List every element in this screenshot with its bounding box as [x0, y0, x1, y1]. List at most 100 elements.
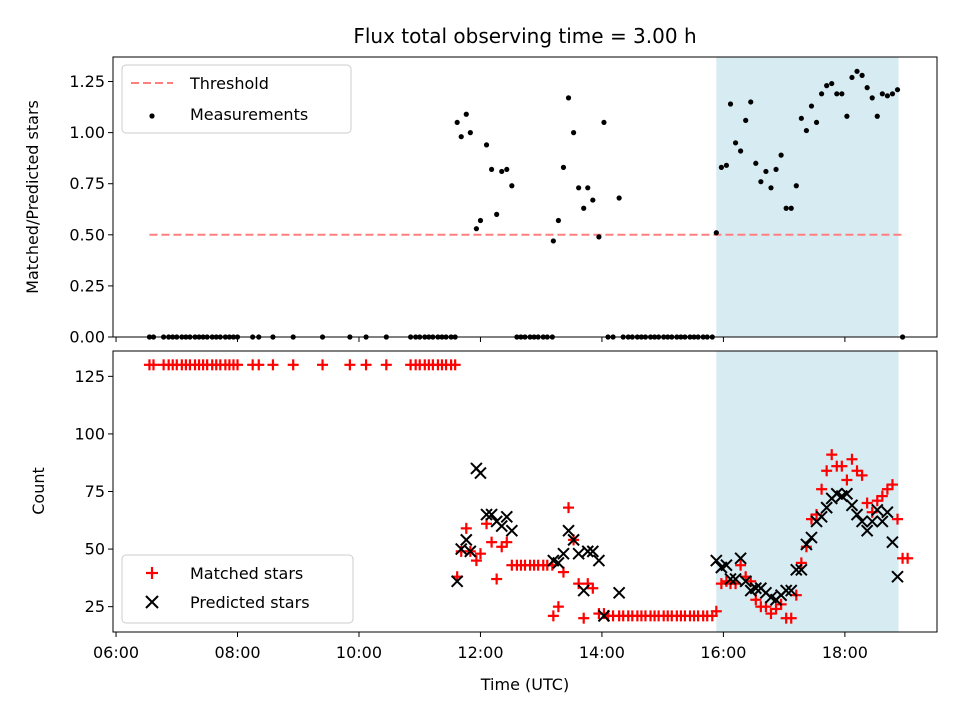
measurement-point	[839, 91, 845, 97]
predicted-star-point	[720, 558, 733, 572]
measurement-point	[467, 130, 473, 136]
matched-star-point	[547, 610, 559, 622]
legend-measurements-swatch	[149, 113, 155, 119]
x-tick-label: 14:00	[579, 643, 625, 662]
predicted-star-point	[790, 563, 803, 577]
matched-star-point	[491, 573, 503, 585]
predicted-star-point	[815, 510, 828, 524]
predicted-star-point	[855, 515, 869, 528]
matched-star-point	[449, 359, 461, 371]
predicted-star-point	[876, 515, 889, 528]
x-tick-label: 10:00	[336, 643, 382, 662]
counts-x-ticks: 06:00 08:00 10:00 12:00 14:00 16:00 18:00	[93, 632, 868, 662]
x-tick-label: 06:00	[93, 643, 139, 662]
measurement-point	[884, 93, 890, 99]
measurement-point	[463, 111, 469, 117]
measurement-point	[560, 164, 567, 170]
legend-measurements-label: Measurements	[190, 105, 308, 124]
matched-star-point	[578, 612, 590, 624]
measurement-point	[894, 87, 901, 93]
measurement-point	[581, 205, 587, 211]
predicted-star-point	[710, 554, 723, 567]
predicted-star-point	[505, 524, 519, 537]
legend-predicted-swatch	[145, 595, 159, 609]
matched-star-point	[552, 601, 564, 613]
predicted-star-point	[729, 572, 742, 586]
measurement-point	[477, 217, 484, 224]
measurement-point	[813, 119, 820, 126]
measurement-point	[859, 72, 865, 78]
ratio-plot-frame	[112, 56, 938, 338]
ratio-y-tick-label: 0.25	[69, 276, 105, 295]
counts-y-tick-label: 25	[85, 597, 105, 616]
chart-title: Flux total observing time = 3.00 h	[353, 24, 696, 48]
matched-star-point	[317, 359, 329, 371]
measurement-point	[849, 74, 855, 81]
measurement-point	[864, 85, 870, 91]
measurement-point	[753, 160, 759, 166]
measurement-point	[879, 91, 885, 97]
matched-star-point	[836, 460, 848, 472]
predicted-star-point	[495, 519, 508, 533]
measurement-point	[596, 234, 602, 240]
measurement-point	[509, 183, 515, 189]
matched-star-point	[474, 548, 486, 560]
predicted-star-point	[567, 533, 580, 547]
predicted-star-point	[460, 533, 473, 547]
matched-star-point	[344, 359, 356, 371]
predicted-star-point	[592, 554, 606, 567]
matched-star-point	[267, 359, 279, 371]
predicted-star-point	[795, 563, 808, 577]
measurement-point	[834, 91, 840, 97]
matched-star-point	[563, 502, 575, 514]
matched-star-point	[826, 449, 838, 461]
predicted-star-point	[871, 503, 884, 517]
legend-predicted-label: Predicted stars	[190, 593, 310, 612]
matched-star-point	[287, 359, 299, 371]
predicted-star-point	[891, 570, 904, 583]
measurement-point	[758, 179, 764, 185]
matched-star-point	[253, 359, 265, 371]
matched-star-point	[841, 474, 853, 486]
measurement-point	[723, 162, 730, 168]
predicted-star-point	[485, 508, 498, 521]
matched-star-point	[380, 359, 392, 371]
measurement-point	[570, 130, 577, 136]
predicted-star-point	[850, 508, 864, 521]
measurement-point	[494, 211, 500, 217]
predicted-star-point	[800, 538, 813, 551]
measurement-point	[803, 127, 810, 134]
counts-legend: Matched stars Predicted stars	[121, 554, 354, 624]
measurement-point	[818, 91, 825, 97]
predicted-star-point	[805, 531, 818, 544]
matched-star-point	[710, 605, 722, 617]
predicted-star-point	[557, 547, 570, 560]
measurement-point	[768, 185, 774, 191]
x-tick-label: 12:00	[457, 643, 503, 662]
measurement-point	[713, 230, 719, 236]
measurement-point	[732, 140, 739, 146]
predicted-star-point	[739, 575, 752, 588]
predicted-star-point	[612, 586, 626, 600]
predicted-star-point	[572, 547, 585, 560]
predicted-star-point	[724, 572, 737, 586]
measurement-point	[854, 68, 860, 74]
predicted-star-point	[581, 545, 594, 558]
matched-star-point	[821, 465, 833, 477]
predicted-star-point	[455, 542, 468, 556]
matched-star-point	[735, 559, 747, 571]
matched-star-point	[232, 359, 244, 371]
predicted-star-point	[749, 582, 763, 595]
predicted-stars-series	[450, 462, 904, 623]
matched-star-point	[886, 479, 898, 491]
ratio-legend: Threshold Measurements	[121, 64, 352, 134]
predicted-star-point	[860, 524, 874, 537]
predicted-star-point	[464, 545, 477, 558]
predicted-star-point	[881, 506, 894, 519]
predicted-star-point	[734, 552, 747, 565]
matched-star-point	[846, 453, 858, 465]
matched-star-point	[460, 522, 472, 534]
predicted-star-point	[474, 466, 487, 480]
matched-star-point	[147, 359, 159, 371]
measurement-point	[798, 115, 804, 121]
